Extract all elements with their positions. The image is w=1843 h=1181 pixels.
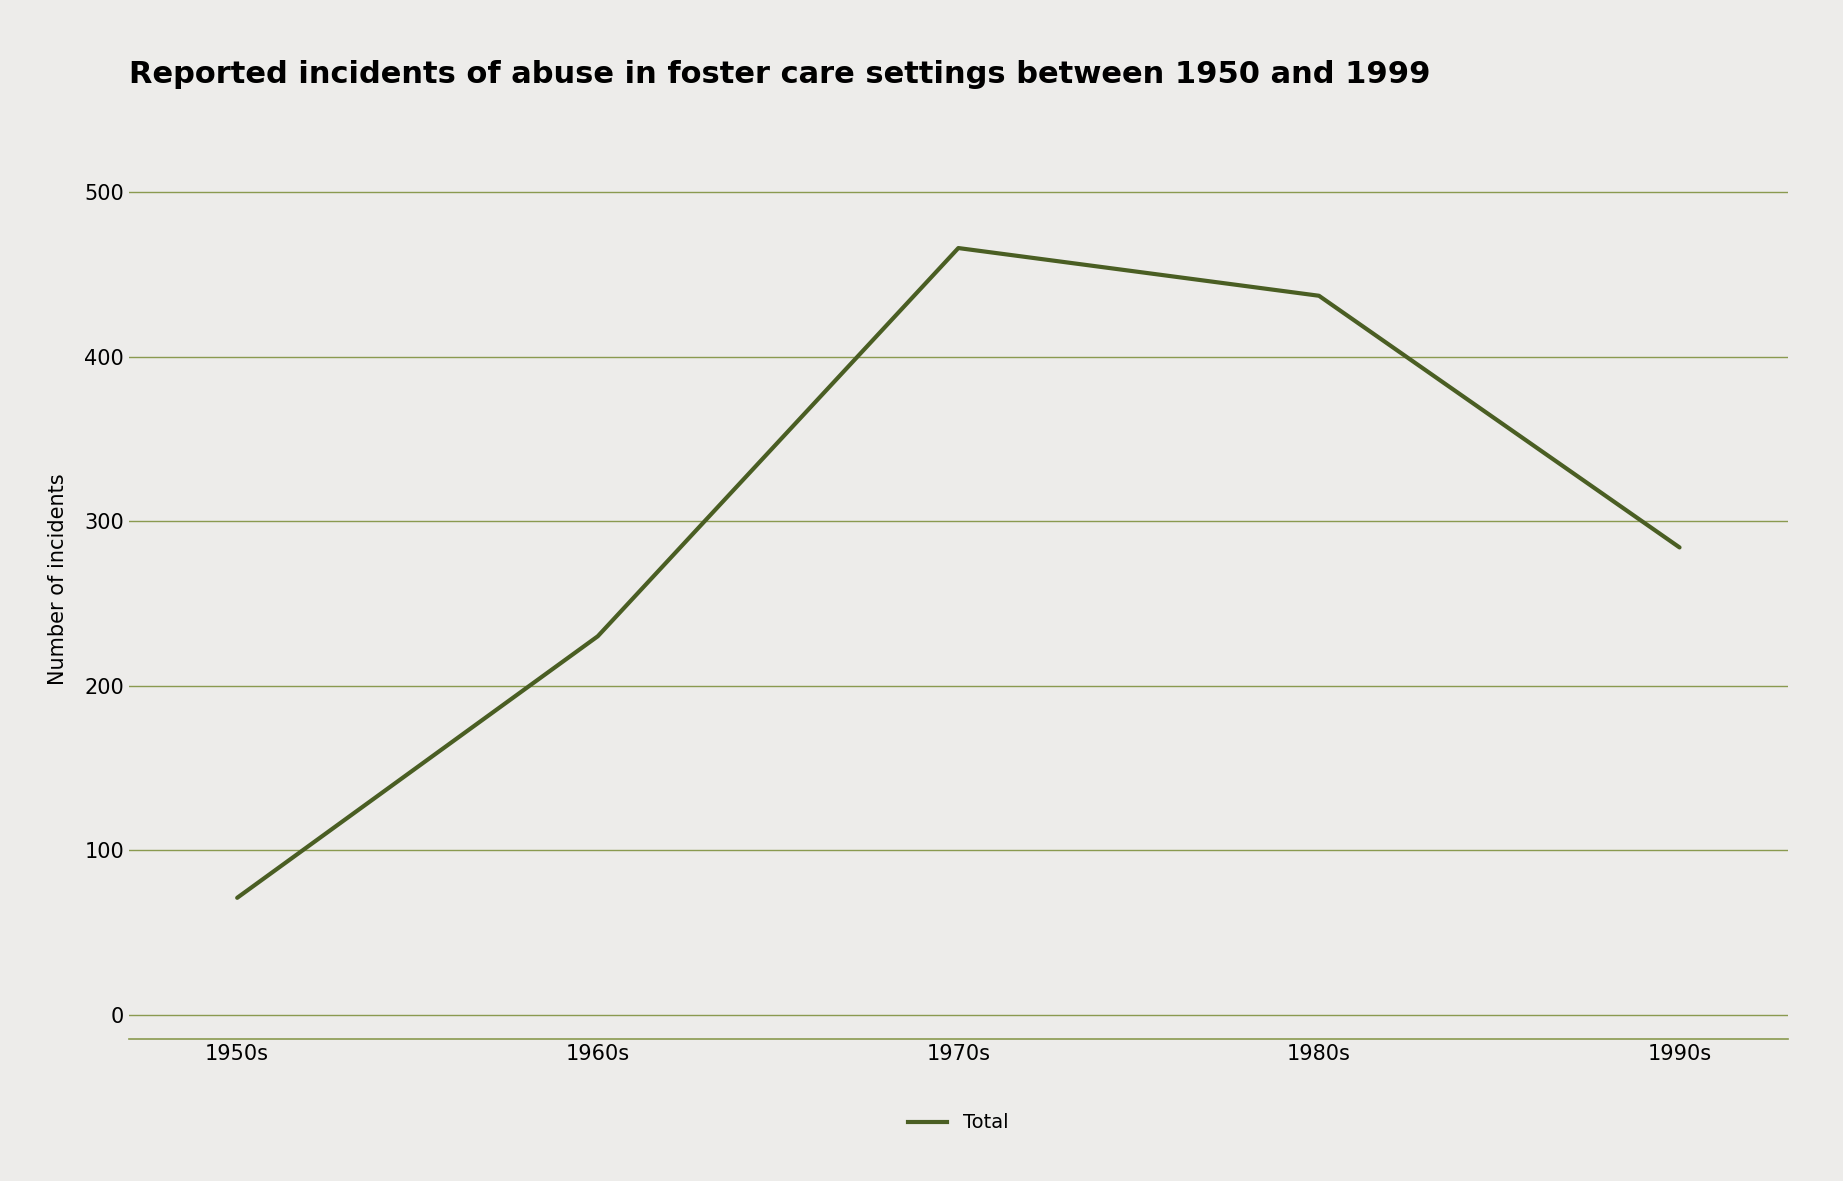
Legend: Total: Total	[901, 1105, 1015, 1140]
Text: Reported incidents of abuse in foster care settings between 1950 and 1999: Reported incidents of abuse in foster ca…	[129, 60, 1430, 90]
Y-axis label: Number of incidents: Number of incidents	[48, 472, 68, 685]
